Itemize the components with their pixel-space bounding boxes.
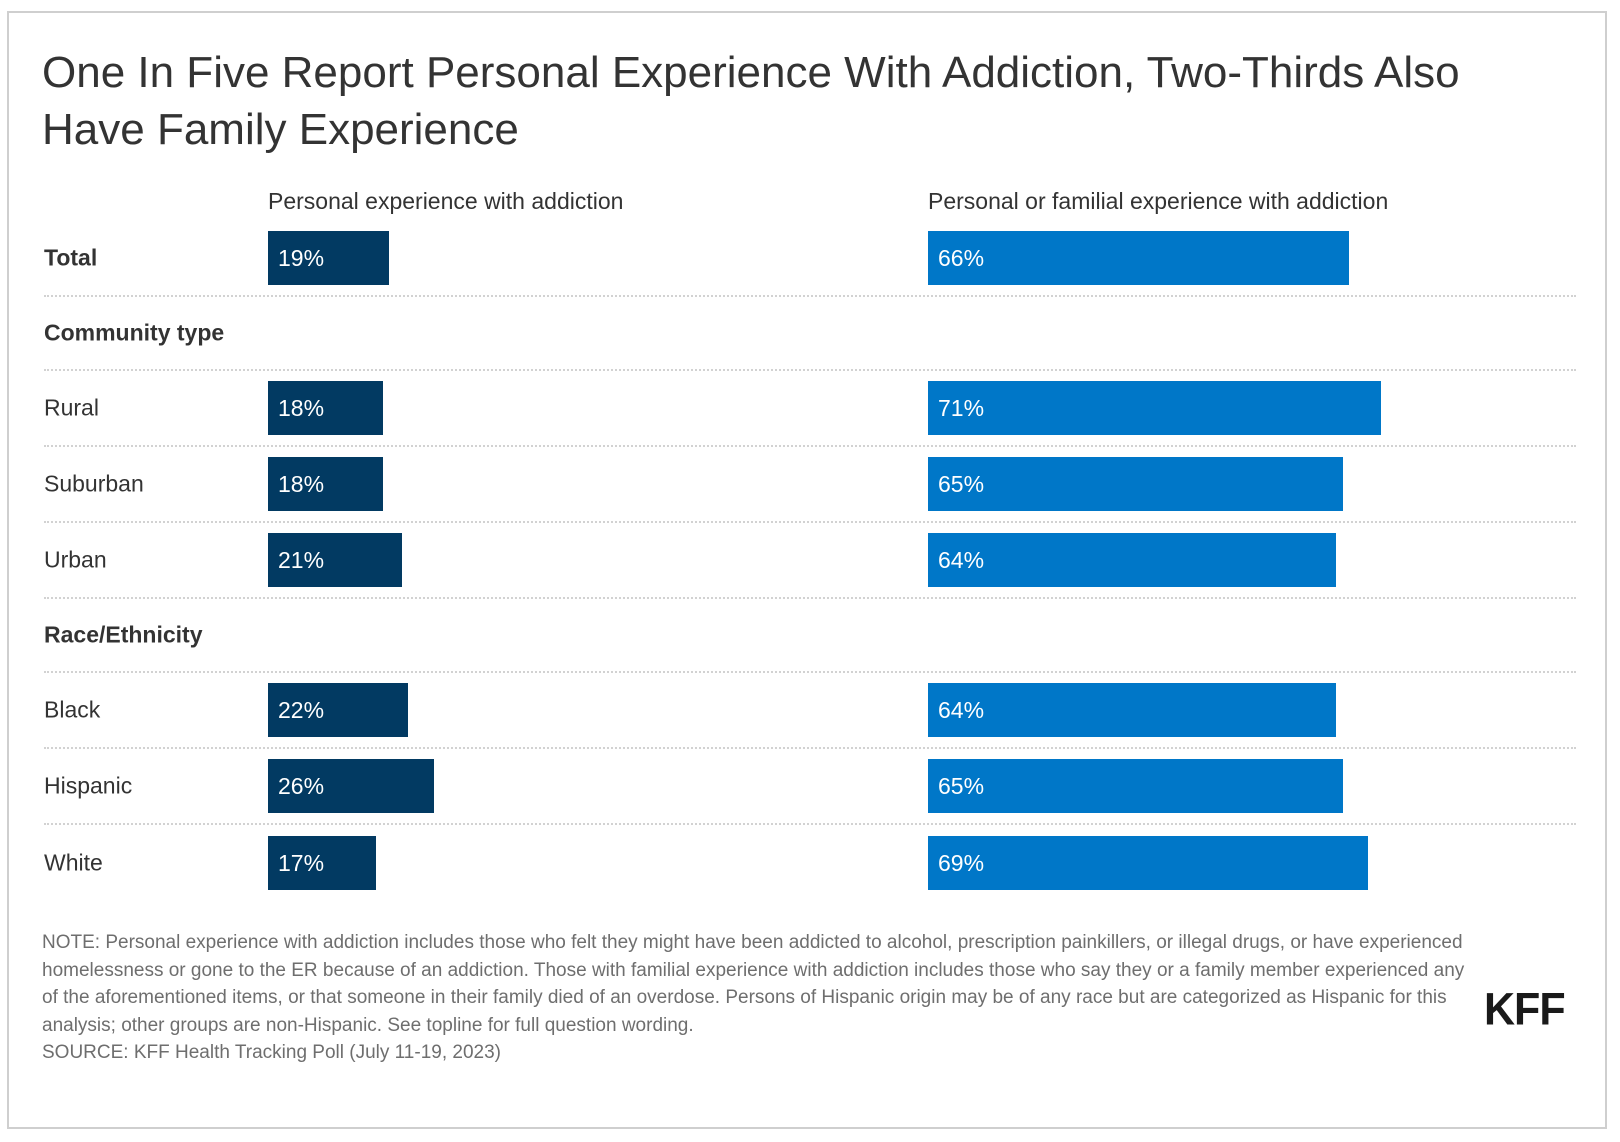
chart-notes: NOTE: Personal experience with addiction… xyxy=(42,929,1482,1067)
bar-value-label: 19% xyxy=(278,244,325,271)
kff-logo: KFF xyxy=(1484,984,1566,1036)
section-row: Community type xyxy=(44,297,1576,371)
row-label: Rural xyxy=(44,394,99,421)
bar-value-label: 17% xyxy=(278,849,325,876)
row-label: Total xyxy=(44,244,98,271)
bar-value-label: 66% xyxy=(938,244,985,271)
bar-personal: 18% xyxy=(268,457,383,511)
section-label: Race/Ethnicity xyxy=(44,621,203,648)
bar-personal: 21% xyxy=(268,533,402,587)
bar-personal: 17% xyxy=(268,836,377,890)
table-row: Urban 21% 64% xyxy=(44,523,1576,599)
row-label: Black xyxy=(44,696,101,723)
bar-value-label: 64% xyxy=(938,696,985,723)
column-header-familial: Personal or familial experience with add… xyxy=(928,188,1389,214)
source-text: SOURCE: KFF Health Tracking Poll (July 1… xyxy=(42,1042,501,1063)
bar-familial: 65% xyxy=(928,457,1343,511)
table-row: Rural 18% 71% xyxy=(44,371,1576,447)
table-row: White 17% 69% xyxy=(44,825,1576,901)
row-label: White xyxy=(44,849,103,876)
bar-value-label: 26% xyxy=(278,772,325,799)
bar-familial: 65% xyxy=(928,759,1343,813)
bar-personal: 19% xyxy=(268,231,390,285)
bar-familial: 66% xyxy=(928,231,1350,285)
chart-title: One In Five Report Personal Experience W… xyxy=(42,48,1460,154)
bar-value-label: 65% xyxy=(938,772,985,799)
row-label: Hispanic xyxy=(44,772,133,799)
bar-familial: 69% xyxy=(928,836,1369,890)
section-row: Race/Ethnicity xyxy=(44,599,1576,673)
table-row: Suburban 18% 65% xyxy=(44,447,1576,523)
bar-personal: 26% xyxy=(268,759,434,813)
table-row: Total 19% 66% xyxy=(44,221,1576,297)
bar-value-label: 22% xyxy=(278,696,325,723)
bar-value-label: 65% xyxy=(938,470,985,497)
bar-value-label: 21% xyxy=(278,546,325,573)
row-label: Urban xyxy=(44,546,107,573)
bar-familial: 64% xyxy=(928,683,1337,737)
table-row: Black 22% 64% xyxy=(44,673,1576,749)
bar-value-label: 71% xyxy=(938,394,985,421)
section-label: Community type xyxy=(44,319,225,346)
chart-rows: Total 19% 66% Community type Rural 18% 71% Subu… xyxy=(44,221,1576,901)
row-label: Suburban xyxy=(44,470,144,497)
column-header-personal: Personal experience with addiction xyxy=(268,188,624,214)
bar-value-label: 64% xyxy=(938,546,985,573)
bar-personal: 22% xyxy=(268,683,409,737)
bar-personal: 18% xyxy=(268,381,383,435)
table-row: Hispanic 26% 65% xyxy=(44,749,1576,825)
bar-value-label: 18% xyxy=(278,394,325,421)
bar-value-label: 18% xyxy=(278,470,325,497)
bar-familial: 64% xyxy=(928,533,1337,587)
note-text: NOTE: Personal experience with addiction… xyxy=(42,932,1465,1036)
bar-value-label: 69% xyxy=(938,849,985,876)
bar-familial: 71% xyxy=(928,381,1381,435)
